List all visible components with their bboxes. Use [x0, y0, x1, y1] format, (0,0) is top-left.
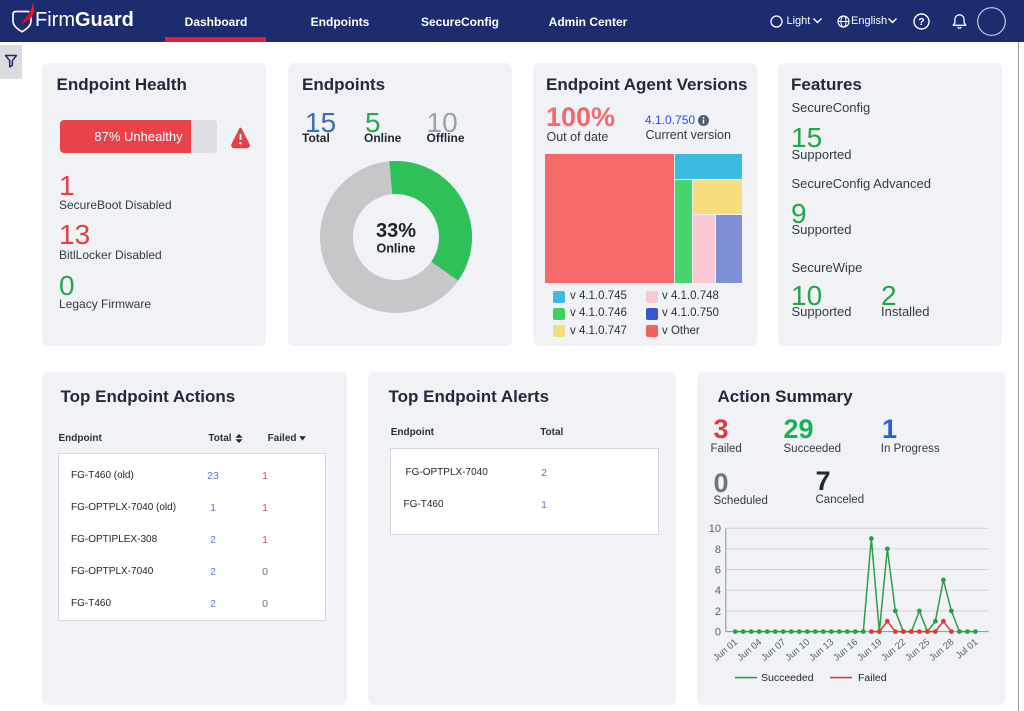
svg-text:Jun 01: Jun 01: [711, 637, 740, 664]
svg-text:Jun 04: Jun 04: [735, 637, 764, 664]
svg-text:8: 8: [715, 544, 721, 556]
svg-text:2: 2: [715, 606, 721, 618]
svg-text:Failed: Failed: [858, 672, 887, 684]
svg-text:10: 10: [709, 523, 721, 535]
svg-text:Jun 28: Jun 28: [927, 637, 956, 664]
svg-text:Jun 19: Jun 19: [855, 637, 884, 664]
svg-text:Jun 25: Jun 25: [903, 637, 932, 664]
svg-text:6: 6: [715, 565, 721, 577]
svg-text:Jun 07: Jun 07: [759, 637, 788, 664]
svg-text:Online: Online: [377, 241, 416, 255]
svg-text:Jun 16: Jun 16: [831, 637, 860, 664]
svg-text:Jun 10: Jun 10: [783, 637, 812, 664]
svg-text:Jul 01: Jul 01: [954, 637, 980, 662]
svg-text:Jun 22: Jun 22: [879, 637, 908, 664]
svg-text:33%: 33%: [376, 220, 416, 242]
svg-text:Succeeded: Succeeded: [761, 672, 814, 684]
svg-text:4: 4: [715, 585, 721, 597]
svg-text:?: ?: [918, 16, 924, 28]
svg-text:Jun 13: Jun 13: [807, 637, 836, 664]
svg-text:0: 0: [715, 627, 721, 639]
